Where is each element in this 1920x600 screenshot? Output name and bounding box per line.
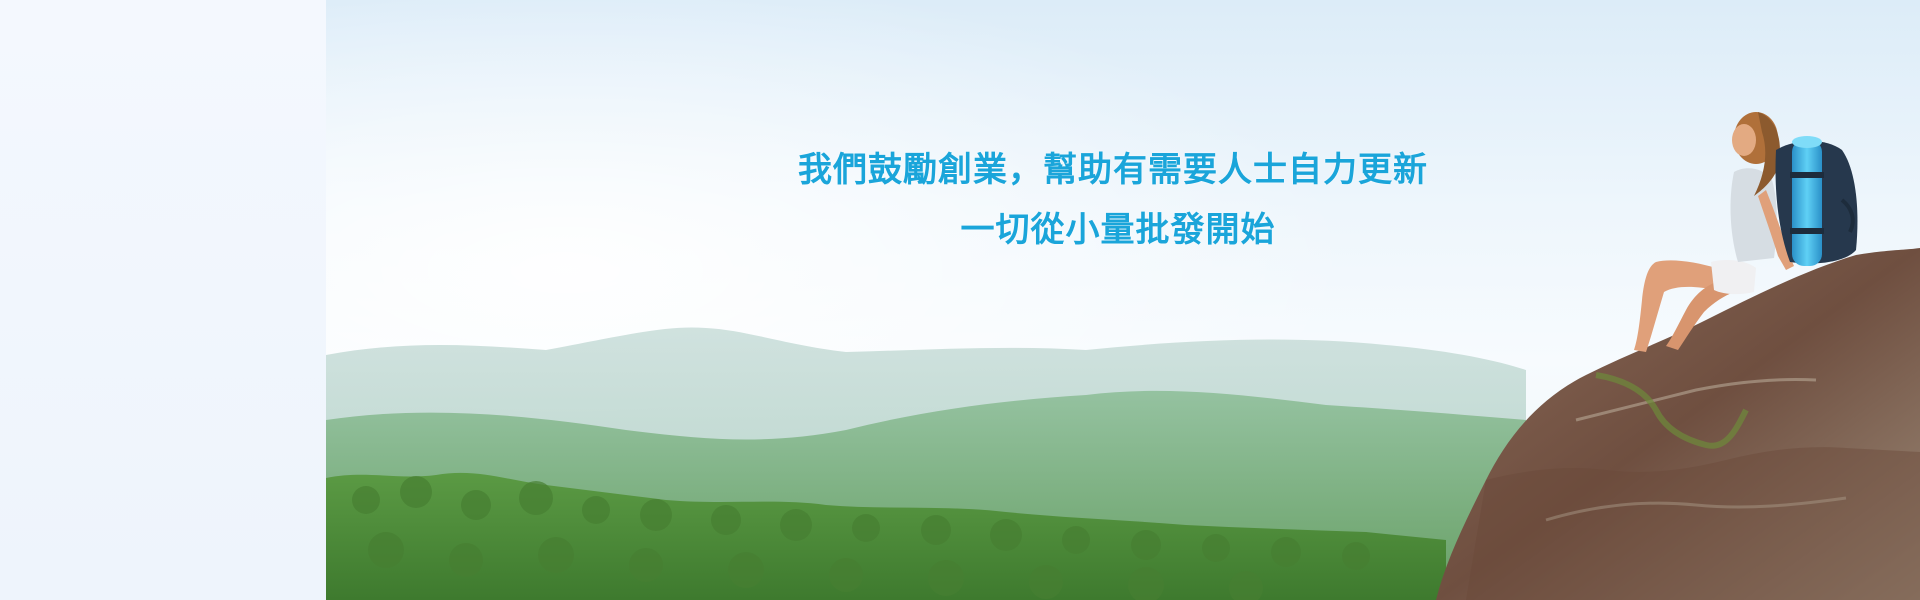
- tagline-line-1: 我們鼓勵創業，幫助有需要人士自力更新: [798, 150, 1428, 190]
- left-blank-panel: [0, 0, 326, 600]
- tagline-line-2: 一切從小量批發開始: [960, 210, 1276, 250]
- banner-tagline: 我們鼓勵創業，幫助有需要人士自力更新 一切從小量批發開始: [788, 144, 1438, 256]
- hero-banner: 我們鼓勵創業，幫助有需要人士自力更新 一切從小量批發開始: [326, 0, 1920, 600]
- landscape-illustration: [326, 0, 1920, 600]
